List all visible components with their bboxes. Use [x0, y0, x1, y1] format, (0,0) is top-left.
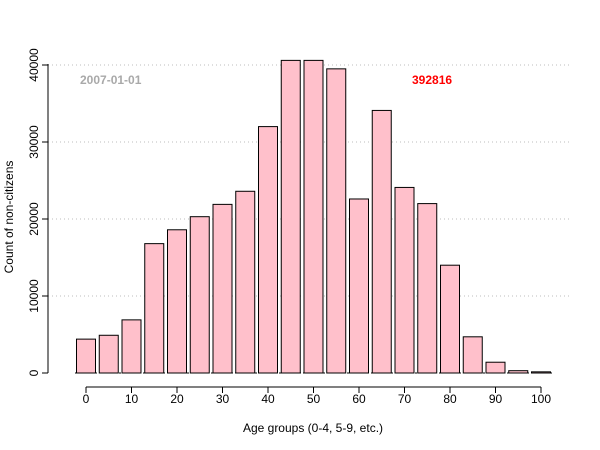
- x-tick-label: 80: [443, 392, 457, 406]
- x-tick-label: 20: [170, 392, 184, 406]
- bar-60-64: [349, 198, 369, 374]
- bar-25-29: [189, 216, 210, 374]
- x-tick-label: 60: [352, 392, 366, 406]
- x-tick-label: 40: [261, 392, 275, 406]
- y-axis-title: Count of non-citizens: [2, 161, 16, 274]
- bar-65-69: [371, 109, 392, 374]
- x-tick-label: 10: [125, 392, 139, 406]
- y-tick-label: 10000: [27, 279, 41, 313]
- total-annotation: 392816: [412, 73, 452, 87]
- bar-85-89: [462, 336, 483, 374]
- bar-80-84: [440, 264, 460, 374]
- bar-15-19: [144, 243, 165, 374]
- bar-55-59: [326, 68, 347, 374]
- x-tick-label: 100: [531, 392, 551, 406]
- bar-75-79: [417, 203, 438, 374]
- bar-20-24: [167, 229, 187, 374]
- x-tick-label: 90: [489, 392, 503, 406]
- bar-100+: [531, 371, 551, 374]
- x-tick-label: 50: [307, 392, 321, 406]
- date-annotation: 2007-01-01: [80, 73, 142, 87]
- y-tick-label: 0: [27, 369, 41, 376]
- bar-5-9: [98, 334, 119, 374]
- bar-50-54: [303, 59, 324, 374]
- bar-0-4: [76, 338, 96, 374]
- y-axis: 0 10000 20000 30000 40000: [27, 48, 49, 376]
- x-tick-label: 0: [83, 392, 90, 406]
- x-tick-label: 30: [216, 392, 230, 406]
- bar-45-49: [280, 59, 301, 374]
- bar-40-44: [258, 126, 278, 374]
- x-tick-label: 70: [398, 392, 412, 406]
- bar-70-74: [394, 186, 415, 374]
- bar-35-39: [235, 190, 256, 374]
- bars: [76, 59, 551, 374]
- y-tick-label: 30000: [27, 125, 41, 159]
- bar-95-99: [508, 370, 529, 374]
- y-tick-label: 20000: [27, 202, 41, 236]
- bar-90-94: [485, 361, 506, 374]
- x-axis: 0 10 20 30 40 50 60 70 80 90 100: [83, 386, 551, 406]
- bar-30-34: [212, 203, 233, 374]
- bar-10-14: [121, 319, 142, 374]
- y-tick-label: 40000: [27, 48, 41, 82]
- x-axis-title: Age groups (0-4, 5-9, etc.): [243, 421, 383, 435]
